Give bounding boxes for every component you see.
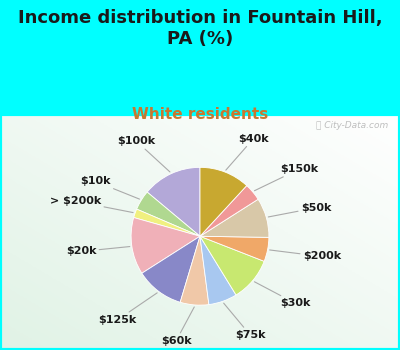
Text: $150k: $150k: [254, 164, 318, 191]
Text: $20k: $20k: [66, 246, 130, 257]
Text: $60k: $60k: [161, 307, 194, 346]
Wedge shape: [200, 199, 269, 237]
Text: ⓘ City-Data.com: ⓘ City-Data.com: [316, 121, 388, 130]
Text: $40k: $40k: [226, 134, 269, 170]
Text: White residents: White residents: [132, 107, 268, 122]
Text: $125k: $125k: [98, 293, 157, 325]
Wedge shape: [131, 217, 200, 273]
Wedge shape: [200, 236, 269, 261]
Text: $50k: $50k: [268, 203, 331, 217]
Text: $100k: $100k: [118, 136, 170, 172]
Wedge shape: [200, 236, 264, 295]
Text: $10k: $10k: [80, 176, 140, 199]
Text: $200k: $200k: [270, 250, 341, 261]
Wedge shape: [137, 192, 200, 236]
Text: > $200k: > $200k: [50, 196, 133, 212]
Wedge shape: [180, 236, 209, 305]
Wedge shape: [142, 236, 200, 302]
Text: $30k: $30k: [254, 282, 311, 308]
Wedge shape: [200, 186, 258, 236]
Text: Income distribution in Fountain Hill,
PA (%): Income distribution in Fountain Hill, PA…: [18, 9, 382, 48]
Wedge shape: [200, 236, 236, 304]
Wedge shape: [147, 167, 200, 236]
Wedge shape: [134, 209, 200, 236]
Wedge shape: [200, 167, 247, 236]
Text: $75k: $75k: [224, 303, 266, 340]
